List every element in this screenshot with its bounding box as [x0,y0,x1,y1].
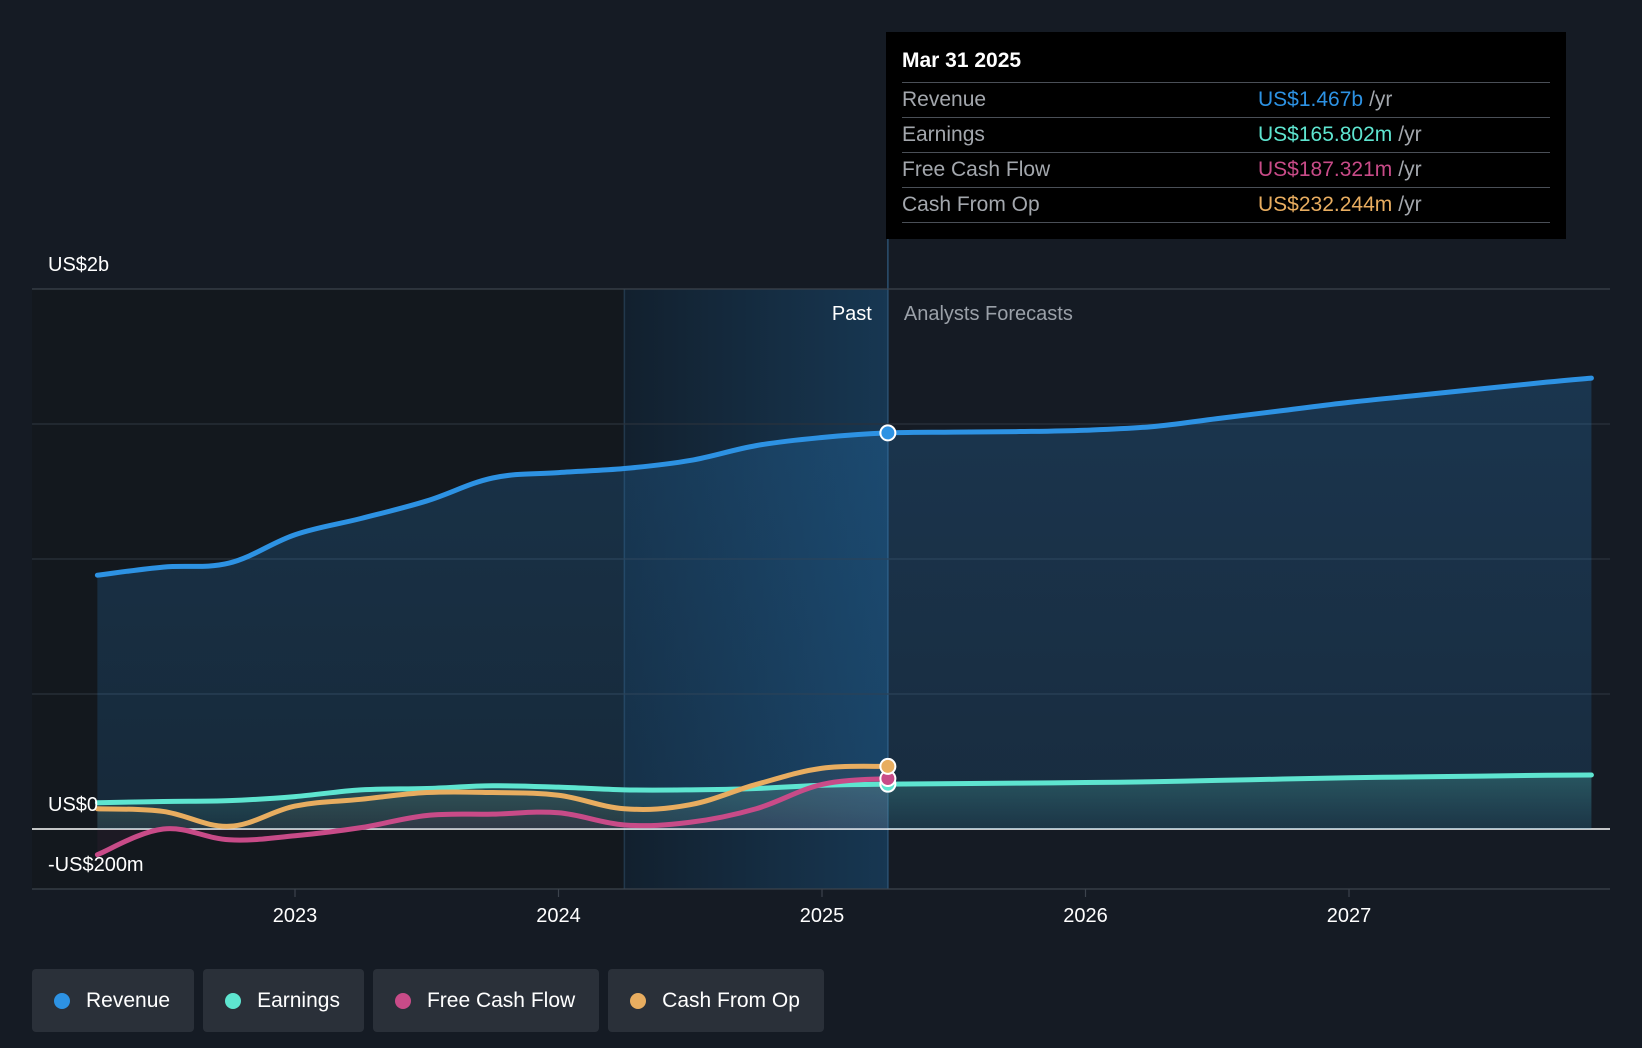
chart-canvas: US$2b US$0 -US$200m 2023 2024 2025 2026 2027 Pas… [32,238,1610,927]
tooltip-value: US$1.467b [1258,88,1364,111]
line-layer [94,375,1594,858]
y-label-top: US$2b [48,254,109,276]
y-label-bottom: -US$200m [48,854,144,876]
tooltip-row-free-cash-flow: Free Cash Flow US$187.321m /yr [902,152,1550,187]
legend-label: Cash From Op [662,988,800,1012]
tooltip-value: US$232.244m [1258,193,1393,216]
tooltip-name: Cash From Op [902,193,1040,216]
legend-dot-icon [54,992,70,1009]
marker-revenue [879,424,897,442]
line-revenue [94,375,1594,578]
legend-label: Free Cash Flow [426,988,576,1012]
legend-item-revenue[interactable]: Revenue [32,969,195,1032]
label-layer: US$2b US$0 -US$200m 2023 2024 2025 2026 2027 Pas… [48,254,1371,927]
tooltip-value: US$165.802m [1258,123,1393,146]
tooltip-value: US$187.321m [1258,158,1393,181]
legend-dot-icon [630,992,647,1009]
y-label-zero: US$0 [48,794,98,816]
legend-item-earnings[interactable]: Earnings [203,969,364,1032]
x-tick-label: 2024 [536,905,581,927]
legend-item-free-cash-flow[interactable]: Free Cash Flow [372,969,600,1032]
tooltip-name: Free Cash Flow [902,158,1051,181]
line-earnings [94,772,1594,806]
marker-cash-from-op [879,757,897,775]
x-tick-label: 2027 [1327,905,1372,927]
legend-label: Earnings [257,988,340,1012]
forecast-label: Analysts Forecasts [904,303,1073,325]
tooltip-unit: /yr [1398,193,1422,216]
tooltip-row-cash-from-op: Cash From Op US$232.244m /yr [902,187,1550,223]
x-tick-label: 2026 [1063,905,1108,927]
tooltip-unit: /yr [1398,158,1422,181]
x-tick-label: 2025 [800,905,845,927]
past-label: Past [832,303,872,325]
tooltip-name: Earnings [902,123,985,146]
marker-layer [879,424,897,793]
tooltip-date: Mar 31 2025 [902,49,1022,72]
tooltip-row-revenue: Revenue US$1.467b /yr [902,82,1550,117]
tooltip-unit: /yr [1369,88,1393,111]
x-tick-label: 2023 [273,905,318,927]
legend-dot-icon [225,992,242,1009]
legend-item-cash-from-op[interactable]: Cash From Op [608,969,824,1032]
line-cash-from-op [94,763,891,829]
line-free-cash-flow [94,776,891,858]
legend-dot-icon [394,992,411,1009]
tooltip-unit: /yr [1398,123,1422,146]
tooltip: Mar 31 2025 Revenue US$1.467b /yr Earnin… [886,32,1566,239]
tooltip-row-earnings: Earnings US$165.802m /yr [902,117,1550,152]
area-cash-from-op [97,766,888,829]
area-revenue [97,378,1592,829]
legend: Revenue Earnings Free Cash Flow Cash Fro… [32,969,824,1032]
legend-label: Revenue [86,988,171,1012]
tooltip-name: Revenue [902,88,987,111]
